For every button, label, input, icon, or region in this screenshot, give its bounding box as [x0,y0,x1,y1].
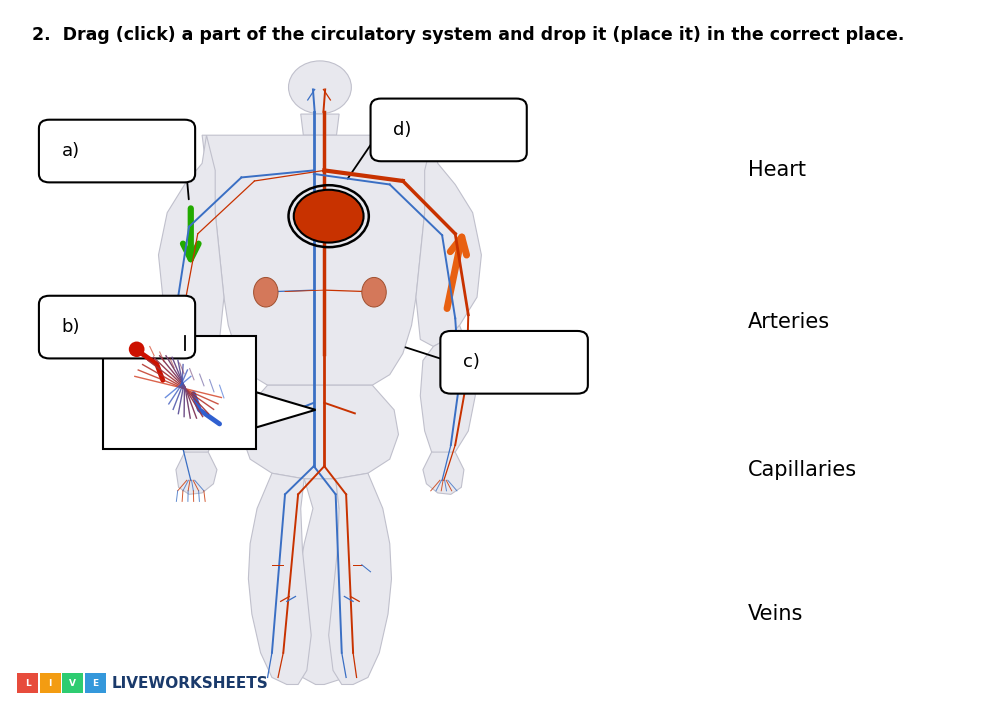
Ellipse shape [254,277,278,307]
Polygon shape [202,135,438,385]
Ellipse shape [362,277,386,307]
FancyBboxPatch shape [371,98,527,161]
FancyBboxPatch shape [39,119,195,182]
Polygon shape [294,479,364,684]
Polygon shape [423,452,464,494]
Text: Arteries: Arteries [748,312,830,332]
FancyBboxPatch shape [17,674,38,693]
Text: Heart: Heart [748,160,806,180]
Polygon shape [248,473,311,684]
Ellipse shape [289,61,351,114]
FancyBboxPatch shape [85,674,106,693]
Text: d): d) [393,121,412,139]
Text: 2.  Drag (click) a part of the circulatory system and drop it (place it) in the : 2. Drag (click) a part of the circulator… [32,26,904,44]
Ellipse shape [129,341,145,357]
Polygon shape [256,392,316,428]
Text: Veins: Veins [748,604,803,624]
Text: c): c) [463,354,480,371]
Text: a): a) [62,142,80,160]
FancyBboxPatch shape [103,336,256,448]
Polygon shape [416,135,481,346]
Text: V: V [69,679,76,688]
Polygon shape [176,452,217,494]
FancyBboxPatch shape [39,296,195,358]
Text: Capillaries: Capillaries [748,460,857,479]
Text: b): b) [62,318,80,336]
Polygon shape [301,114,339,135]
FancyBboxPatch shape [62,674,83,693]
FancyBboxPatch shape [440,331,588,394]
Text: L: L [25,679,30,688]
Ellipse shape [294,189,364,243]
Text: I: I [49,679,52,688]
Polygon shape [241,385,398,479]
Text: LIVEWORKSHEETS: LIVEWORKSHEETS [111,676,268,691]
Text: E: E [93,679,99,688]
Polygon shape [329,473,391,684]
Polygon shape [420,325,475,455]
Polygon shape [158,135,224,346]
FancyBboxPatch shape [40,674,61,693]
Polygon shape [165,325,220,455]
